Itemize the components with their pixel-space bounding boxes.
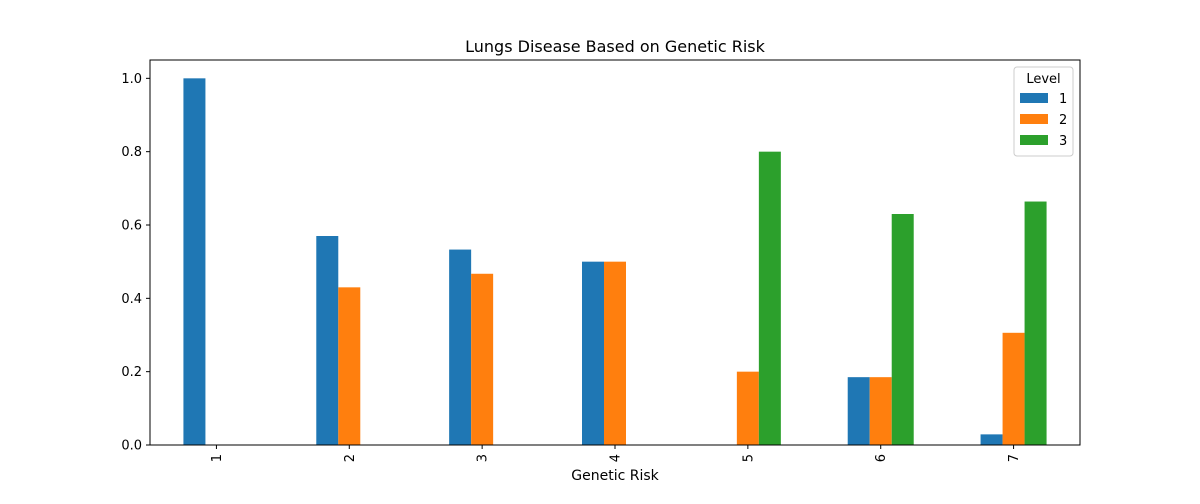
x-tick-label: 2	[343, 454, 358, 462]
y-tick-label: 0.4	[121, 292, 142, 307]
legend-label-3: 3	[1059, 134, 1067, 149]
bar-level-1-risk-4	[582, 261, 604, 445]
legend-frame	[1013, 66, 1074, 157]
chart-title: Lungs Disease Based on Genetic Risk	[465, 37, 765, 56]
legend-title: Level	[1026, 72, 1060, 87]
legend: Level 1 2 3	[1013, 66, 1074, 157]
bar-level-2-risk-7	[1002, 332, 1025, 445]
bars-layer	[183, 78, 1047, 445]
legend-swatch-3	[1020, 135, 1048, 145]
bar-level-3-risk-5	[758, 151, 781, 445]
bar-level-1-risk-7	[980, 434, 1003, 445]
legend-swatch-2	[1020, 114, 1048, 124]
bar-level-2-risk-2	[338, 287, 361, 445]
x-tick-label: 7	[1007, 454, 1022, 462]
y-tick-label: 0.0	[121, 439, 142, 454]
bar-level-1-risk-6	[847, 377, 870, 445]
x-tick-label: 1	[210, 454, 225, 462]
y-tick-label: 1.0	[121, 72, 142, 87]
bar-level-1-risk-1	[183, 78, 206, 445]
bar-level-2-risk-4	[604, 261, 626, 445]
x-tick-label: 6	[874, 454, 889, 462]
x-tick-label: 3	[476, 454, 491, 462]
legend-items: 1 2 3	[1020, 92, 1067, 149]
bar-level-3-risk-6	[891, 214, 914, 445]
x-tick-label: 5	[741, 454, 756, 462]
bar-level-2-risk-6	[869, 377, 892, 445]
bar-level-2-risk-3	[471, 273, 494, 445]
axes-layer: 0.0 0.2 0.4 0.6 0.8 1.0 1 2 3 4 5 6 7	[121, 59, 1081, 462]
bar-level-1-risk-2	[316, 236, 339, 445]
y-tick-label: 0.8	[121, 145, 142, 160]
legend-label-2: 2	[1059, 113, 1067, 128]
x-axis-label: Genetic Risk	[571, 468, 659, 484]
y-tick-label: 0.6	[121, 219, 142, 234]
bar-level-1-risk-3	[449, 249, 472, 445]
x-tick-label: 4	[609, 454, 624, 462]
legend-swatch-1	[1020, 93, 1048, 103]
legend-label-1: 1	[1059, 92, 1067, 107]
y-tick-label: 0.2	[121, 365, 142, 380]
bar-level-2-risk-5	[736, 371, 759, 445]
bar-level-3-risk-7	[1024, 201, 1047, 445]
